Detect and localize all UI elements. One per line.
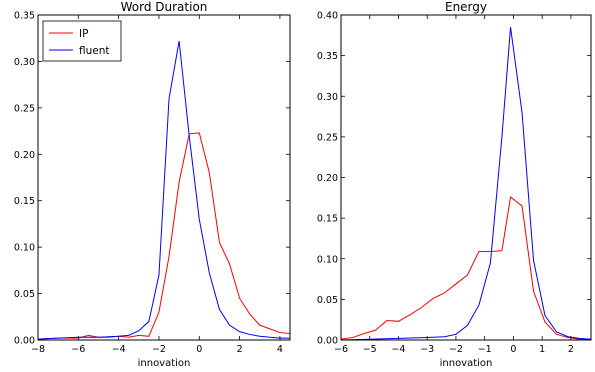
x-tick-label: −4: [112, 344, 126, 355]
legend-label-ip: IP: [79, 28, 88, 40]
x-tick-label: 4: [277, 344, 283, 355]
series-line-fluent: [38, 40, 290, 340]
x-tick-label: 0: [196, 344, 202, 355]
chart-panel-0: −8 −6 −4 −2 0 2 4 0.00 0.05 0.10 0.15 0.20 0.25 0.30 0…: [14, 0, 291, 369]
y-tick-label: 0.00: [317, 336, 338, 347]
y-tick-label: 0.35: [14, 11, 35, 22]
y-tick-label: 0.15: [317, 214, 338, 225]
x-tick-label: −3: [420, 344, 434, 355]
y-tick-label: 0.25: [14, 103, 35, 114]
x-axis-label: innovation: [440, 358, 493, 369]
series-line-fluent: [341, 27, 591, 340]
x-tick-label: 1: [539, 344, 545, 355]
plot-frame: [37, 14, 291, 341]
x-tick-label: −2: [449, 344, 463, 355]
y-tick-label: 0.05: [14, 289, 35, 300]
x-tick-label: 2: [237, 344, 243, 355]
y-tick-label: 0.40: [317, 11, 338, 22]
x-tick-label: −4: [391, 344, 405, 355]
chart-title: Word Duration: [121, 0, 208, 14]
y-tick-label: 0.20: [317, 173, 338, 184]
y-tick-label: 0.35: [317, 51, 338, 62]
x-tick-label: −6: [71, 344, 85, 355]
y-tick-label: 0.30: [317, 92, 338, 103]
x-tick-label: 0: [510, 344, 516, 355]
y-tick-label: 0.25: [317, 132, 338, 143]
x-tick-label: 2: [568, 344, 574, 355]
chart-title: Energy: [445, 0, 487, 14]
y-tick-label: 0.10: [317, 254, 338, 265]
x-axis-label: innovation: [138, 358, 191, 369]
y-tick-label: 0.10: [14, 243, 35, 254]
plot-frame: [340, 14, 592, 341]
x-tick-label: −6: [334, 344, 348, 355]
x-tick-label: −2: [152, 344, 166, 355]
legend: IP fluent: [42, 20, 122, 62]
x-tick-label: −5: [363, 344, 377, 355]
y-tick-label: 0.30: [14, 57, 35, 68]
y-tick-label: 0.15: [14, 196, 35, 207]
x-tick-label: −8: [31, 344, 45, 355]
legend-label-fluent: fluent: [79, 45, 110, 57]
y-tick-label: 0.05: [317, 295, 338, 306]
series-line-ip: [341, 196, 591, 340]
y-tick-label: 0.00: [14, 336, 35, 347]
x-tick-label: −1: [478, 344, 492, 355]
y-tick-label: 0.20: [14, 150, 35, 161]
legend-box: [42, 20, 122, 62]
chart-panel-1: −6 −5 −4 −3 −2 −1 0 1 2 0.00 0.05 0.10 0.15 0.20 0.25 0…: [317, 0, 592, 369]
series-line-ip: [38, 132, 290, 340]
